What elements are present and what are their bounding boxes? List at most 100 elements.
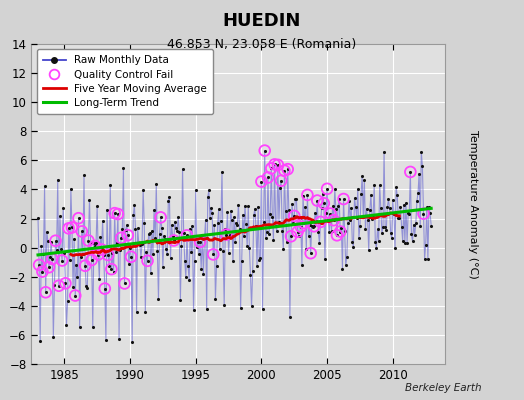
Point (150, 207, 158, 213)
Point (53, 176, 62, 183)
Point (245, 244, 254, 251)
Point (285, 206, 293, 213)
Point (426, 210, 434, 216)
Point (266, 211, 275, 218)
Point (90, 240, 98, 246)
Point (342, 262, 350, 268)
Point (248, 268, 257, 274)
Point (175, 229, 183, 235)
Point (46, 254, 54, 260)
Point (270, 161, 279, 168)
Point (94, 251, 102, 258)
Point (97, 246, 106, 253)
Point (323, 186, 331, 192)
Point (203, 194, 212, 201)
Point (418, 163, 427, 169)
Point (161, 236, 169, 242)
Point (410, 232, 419, 238)
Point (64, 225, 73, 232)
Point (335, 196, 343, 202)
Point (227, 216, 236, 223)
Point (219, 248, 227, 254)
Point (283, 166, 292, 172)
Point (326, 210, 335, 217)
Point (177, 243, 185, 249)
Point (412, 220, 420, 226)
Point (61, 280, 70, 286)
Point (170, 237, 178, 244)
Point (49, 334, 58, 340)
Point (122, 227, 130, 234)
Text: HUEDIN: HUEDIN (223, 12, 301, 30)
Point (349, 244, 357, 250)
Point (301, 204, 309, 210)
Point (250, 206, 259, 212)
Point (377, 204, 385, 211)
Point (290, 213, 299, 219)
Point (94, 251, 102, 258)
Point (156, 231, 164, 237)
Point (303, 192, 312, 198)
Point (279, 245, 288, 252)
Point (294, 232, 303, 239)
Point (232, 220, 241, 226)
Point (147, 270, 155, 276)
Point (385, 205, 394, 212)
Point (95, 276, 104, 282)
Point (82, 283, 90, 290)
Point (359, 213, 367, 220)
Point (54, 282, 63, 289)
Point (111, 210, 119, 216)
Point (221, 225, 230, 232)
Point (244, 203, 253, 210)
Point (315, 240, 324, 246)
Point (38, 268, 47, 275)
Point (314, 229, 323, 235)
Point (194, 239, 202, 245)
Point (287, 233, 295, 240)
Point (35, 262, 43, 268)
Point (40, 183, 49, 189)
Point (401, 240, 409, 246)
Point (277, 178, 286, 184)
Point (313, 197, 321, 204)
Point (300, 220, 308, 226)
Point (208, 210, 216, 216)
Point (108, 250, 117, 256)
Point (303, 192, 312, 198)
Point (132, 226, 140, 232)
Point (406, 169, 414, 175)
Point (278, 228, 287, 234)
Point (158, 225, 166, 231)
Point (148, 228, 156, 234)
Point (365, 247, 373, 254)
Point (85, 196, 94, 203)
Point (100, 252, 108, 258)
Point (133, 308, 141, 315)
Point (183, 232, 191, 238)
Point (36, 337, 45, 344)
Point (207, 205, 215, 211)
Point (81, 262, 89, 269)
Point (170, 237, 178, 244)
Point (239, 233, 248, 239)
Point (168, 222, 176, 228)
Point (395, 215, 403, 221)
Point (83, 285, 92, 292)
Point (407, 231, 416, 237)
Point (277, 178, 286, 184)
Point (391, 245, 399, 252)
Point (169, 233, 177, 239)
Point (50, 282, 59, 288)
Point (81, 262, 89, 269)
Point (140, 220, 148, 226)
Point (340, 196, 348, 202)
Point (405, 211, 413, 217)
Point (107, 266, 116, 272)
Point (91, 243, 99, 249)
Point (337, 225, 345, 232)
Point (103, 206, 111, 213)
Point (197, 266, 205, 272)
Point (364, 216, 372, 223)
Point (388, 235, 396, 242)
